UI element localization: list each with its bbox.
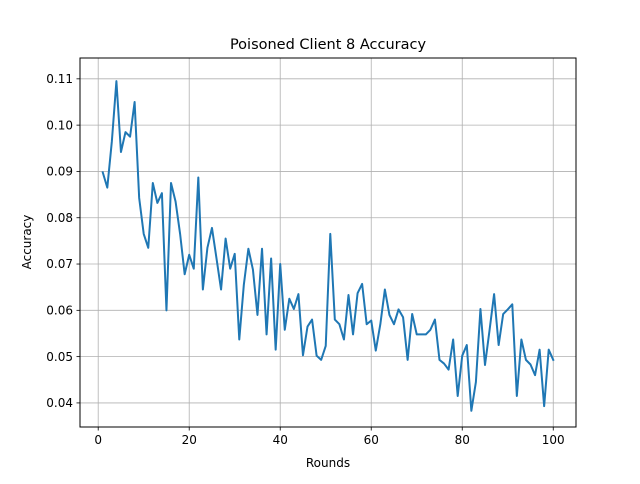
y-tick-label: 0.06 [46,304,73,318]
x-tick-label: 100 [542,433,565,447]
x-tick-label: 20 [182,433,197,447]
chart-title: Poisoned Client 8 Accuracy [230,37,427,53]
y-tick-label: 0.11 [46,72,73,86]
y-tick-label: 0.04 [46,396,73,410]
x-tick-label: 40 [273,433,288,447]
y-tick-label: 0.09 [46,165,73,179]
x-tick-label: 80 [455,433,470,447]
y-tick-label: 0.10 [46,118,73,132]
y-tick-label: 0.08 [46,211,73,225]
accuracy-line [101,80,555,412]
y-axis-label: Accuracy [20,215,34,270]
y-tick-label: 0.07 [46,257,73,271]
x-tick-label: 0 [94,433,102,447]
x-tick-label: 60 [364,433,379,447]
series-layer [101,80,555,412]
x-axis-label: Rounds [306,456,350,470]
y-tick-label: 0.05 [46,350,73,364]
y-axis-ticks: 0.04 0.05 0.06 0.07 0.08 0.09 0.10 0.11 [46,72,80,410]
x-axis-ticks: 0 20 40 60 80 100 [94,427,565,447]
plot-frame [79,57,577,428]
